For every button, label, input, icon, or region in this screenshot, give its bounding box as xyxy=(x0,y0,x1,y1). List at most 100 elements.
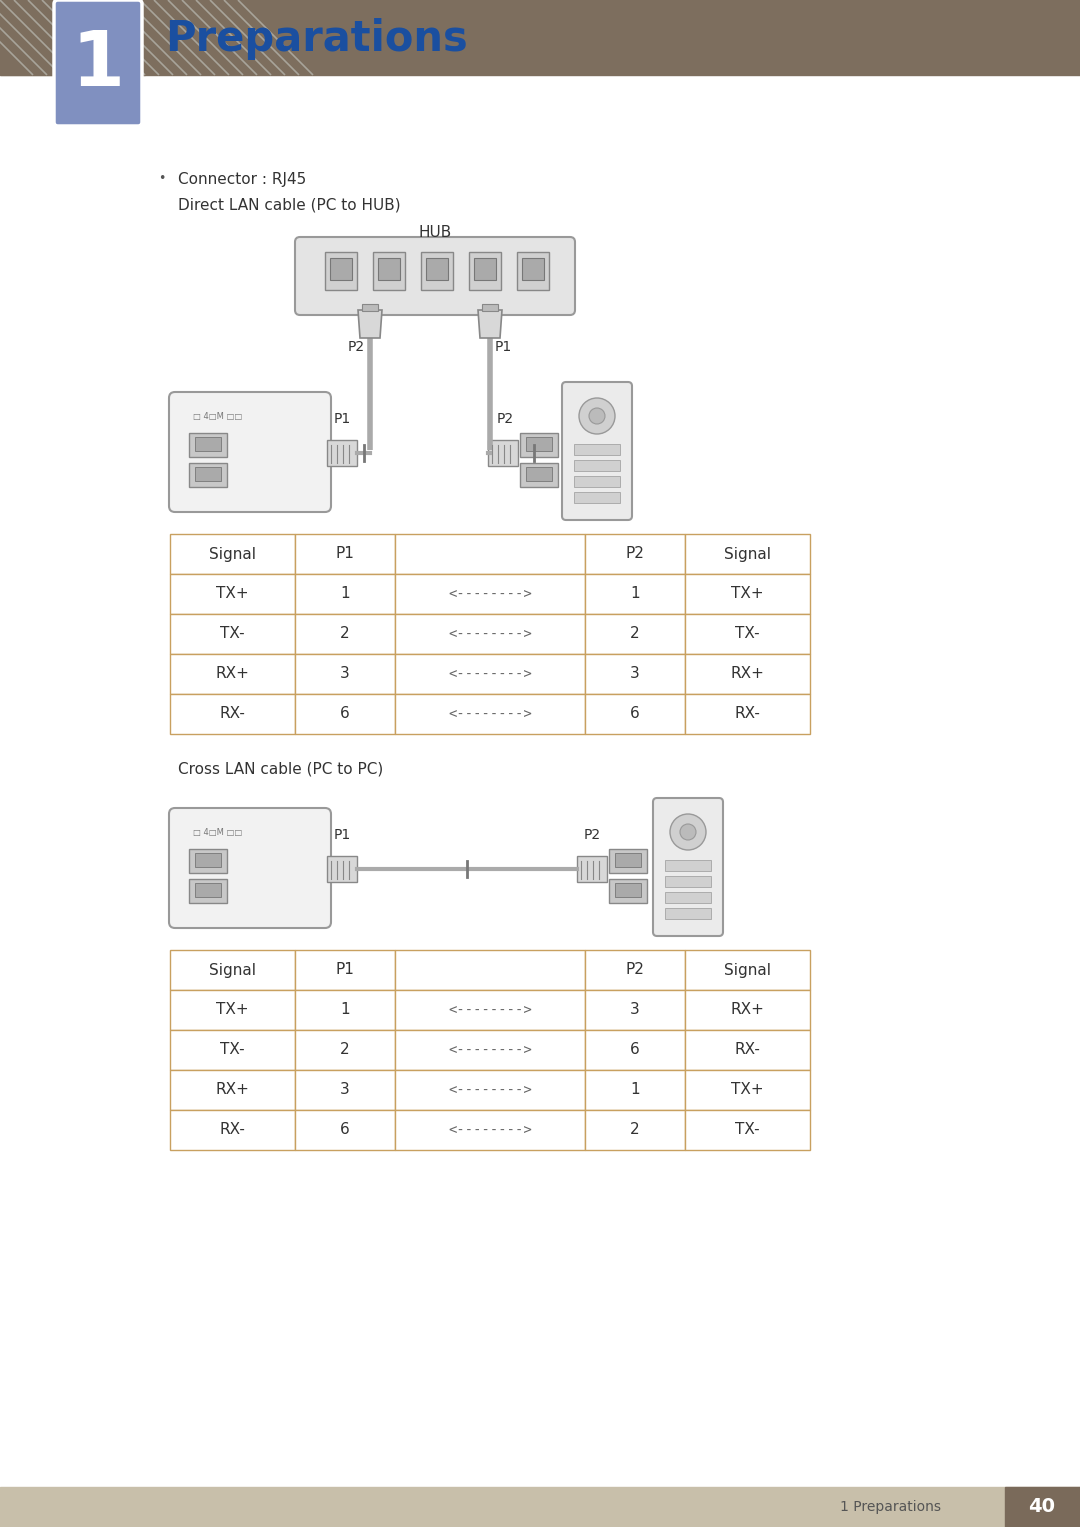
Text: P1: P1 xyxy=(334,828,351,841)
Text: TX+: TX+ xyxy=(731,586,764,602)
Bar xyxy=(685,614,810,654)
Text: 40: 40 xyxy=(1028,1498,1055,1516)
Text: Cross LAN cable (PC to PC): Cross LAN cable (PC to PC) xyxy=(178,762,383,777)
Bar xyxy=(395,614,585,654)
Bar xyxy=(665,892,711,902)
Text: <-------->: <--------> xyxy=(448,1083,531,1096)
Bar xyxy=(195,467,221,481)
Text: P1: P1 xyxy=(336,547,354,562)
Bar xyxy=(685,574,810,614)
Text: HUB: HUB xyxy=(418,224,451,240)
Bar xyxy=(609,849,647,873)
Bar xyxy=(519,434,558,457)
Bar xyxy=(0,1487,1080,1527)
Bar xyxy=(585,1070,685,1110)
Bar xyxy=(330,258,352,279)
Text: P2: P2 xyxy=(497,412,514,426)
Text: 3: 3 xyxy=(340,666,350,681)
Bar xyxy=(295,693,395,734)
Circle shape xyxy=(670,814,706,851)
FancyBboxPatch shape xyxy=(653,799,723,936)
Bar xyxy=(395,1031,585,1070)
Bar xyxy=(0,0,1080,75)
Bar xyxy=(373,252,405,290)
Bar xyxy=(522,258,544,279)
Bar xyxy=(585,654,685,693)
Text: •: • xyxy=(158,173,165,185)
Text: TX-: TX- xyxy=(220,626,245,641)
Bar xyxy=(189,463,227,487)
Bar xyxy=(395,693,585,734)
Text: RX-: RX- xyxy=(734,707,760,721)
Bar xyxy=(665,909,711,919)
Bar xyxy=(395,989,585,1031)
Bar xyxy=(585,989,685,1031)
Bar xyxy=(170,534,295,574)
Polygon shape xyxy=(478,310,502,337)
Bar xyxy=(469,252,501,290)
Text: P1: P1 xyxy=(336,962,354,977)
Bar xyxy=(395,1070,585,1110)
Bar xyxy=(577,857,607,883)
Text: RX-: RX- xyxy=(734,1043,760,1058)
Circle shape xyxy=(680,825,696,840)
Text: P2: P2 xyxy=(348,341,365,354)
Text: TX+: TX+ xyxy=(216,1003,248,1017)
Bar xyxy=(170,614,295,654)
Bar xyxy=(170,989,295,1031)
Text: □ 4□M □□: □ 4□M □□ xyxy=(193,828,242,837)
Text: <-------->: <--------> xyxy=(448,586,531,602)
Text: <-------->: <--------> xyxy=(448,628,531,641)
Bar xyxy=(685,1110,810,1150)
Bar xyxy=(488,440,518,466)
Text: <-------->: <--------> xyxy=(448,1043,531,1057)
Bar xyxy=(0,0,145,75)
Text: RX+: RX+ xyxy=(730,666,765,681)
Bar xyxy=(295,534,395,574)
Text: 1: 1 xyxy=(631,586,639,602)
Bar xyxy=(421,252,453,290)
Text: Signal: Signal xyxy=(724,962,771,977)
Bar xyxy=(295,1070,395,1110)
Bar xyxy=(395,950,585,989)
Text: 1 Preparations: 1 Preparations xyxy=(840,1500,941,1513)
Bar xyxy=(170,693,295,734)
Bar xyxy=(665,860,711,870)
Circle shape xyxy=(589,408,605,425)
Text: 1: 1 xyxy=(71,29,124,102)
Bar xyxy=(170,950,295,989)
Text: P2: P2 xyxy=(583,828,600,841)
Text: 6: 6 xyxy=(340,707,350,721)
Text: Signal: Signal xyxy=(210,962,256,977)
Bar xyxy=(395,534,585,574)
Polygon shape xyxy=(357,310,382,337)
Text: 1: 1 xyxy=(340,586,350,602)
Text: 1: 1 xyxy=(631,1083,639,1098)
Text: 3: 3 xyxy=(630,666,639,681)
Bar xyxy=(327,857,357,883)
Text: 2: 2 xyxy=(340,626,350,641)
Bar xyxy=(685,1031,810,1070)
Text: TX-: TX- xyxy=(220,1043,245,1058)
Bar xyxy=(585,574,685,614)
Bar xyxy=(615,883,642,896)
Text: RX+: RX+ xyxy=(216,666,249,681)
Bar xyxy=(685,693,810,734)
Text: 2: 2 xyxy=(631,626,639,641)
Bar xyxy=(362,304,378,312)
Text: TX+: TX+ xyxy=(216,586,248,602)
Text: Signal: Signal xyxy=(724,547,771,562)
Text: TX+: TX+ xyxy=(731,1083,764,1098)
Text: <-------->: <--------> xyxy=(448,1003,531,1017)
Bar xyxy=(685,950,810,989)
Bar xyxy=(195,883,221,896)
Bar xyxy=(615,854,642,867)
Bar xyxy=(395,574,585,614)
Text: TX-: TX- xyxy=(735,626,760,641)
Bar xyxy=(685,1070,810,1110)
Bar xyxy=(170,1110,295,1150)
Text: P2: P2 xyxy=(625,547,645,562)
Bar xyxy=(195,854,221,867)
Text: P1: P1 xyxy=(334,412,351,426)
Bar xyxy=(517,252,549,290)
